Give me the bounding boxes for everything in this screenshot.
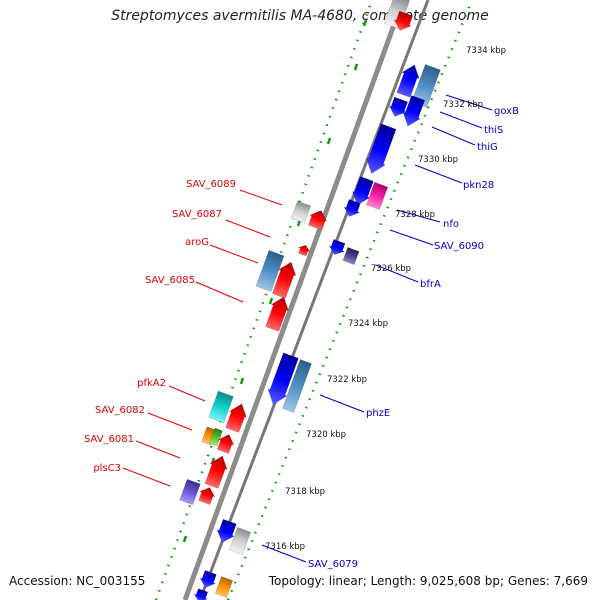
gene-pkn28-b[interactable] — [349, 176, 375, 208]
kbp-ticks: 7316 kbp 7318 kbp 7320 kbp 7322 kbp 7324… — [265, 46, 506, 552]
genes-label: Genes: — [507, 574, 550, 588]
genome-stats: Topology: linear; Length: 9,025,608 bp; … — [268, 574, 588, 588]
ruler-dashes — [182, 19, 368, 543]
gene-plsc3-b[interactable] — [197, 485, 218, 506]
tick-label: 7316 kbp — [265, 542, 305, 552]
reverse-gene-labels: goxB thiS thiG pkn28 nfo SAV_6090 bfrA p… — [308, 106, 519, 570]
gene-label-sav6082: SAV_6082 — [95, 405, 145, 416]
gene-top-red[interactable] — [391, 10, 414, 33]
gene-label-arog: aroG — [185, 237, 209, 248]
gene-top-gray[interactable] — [384, 0, 410, 30]
genome-backbone — [182, 0, 406, 600]
outer-ruler-line — [154, 0, 374, 600]
gene-label-goxb: goxB — [494, 106, 519, 117]
gene-sav6081[interactable] — [215, 432, 236, 454]
tick-label: 7322 kbp — [327, 375, 367, 385]
gene-thig[interactable] — [399, 95, 426, 129]
gene-label-sav6089: SAV_6089 — [186, 179, 236, 190]
tick-label: 7326 kbp — [371, 264, 411, 274]
gene-sav6087[interactable] — [306, 207, 329, 231]
topology-value: linear — [328, 574, 363, 588]
gene-sav6089[interactable] — [291, 200, 311, 224]
length-label: Length: — [370, 574, 417, 588]
tick-label: 7330 kbp — [418, 155, 458, 165]
genome-backbone-inner — [198, 0, 430, 600]
gene-this[interactable] — [386, 96, 409, 119]
accession-value: NC_003155 — [76, 574, 146, 588]
gene-arog-b[interactable] — [270, 259, 299, 299]
gene-label-plsc3: plsC3 — [93, 463, 121, 474]
gene-sav6090[interactable] — [327, 239, 347, 258]
accession-info: Accession: NC_003155 — [9, 574, 145, 588]
gene-label-pkn28: pkn28 — [463, 180, 494, 191]
gene-label-phze: phzE — [366, 408, 390, 419]
gene-bottom-blue-b[interactable] — [192, 588, 209, 600]
gene-label-this: thiS — [484, 125, 503, 136]
tick-label: 7328 kbp — [395, 210, 435, 220]
gene-label-pfka2: pfkA2 — [137, 378, 166, 389]
gene-phze[interactable] — [264, 352, 301, 408]
tick-label: 7332 kbp — [443, 100, 483, 110]
gene-label-nfo: nfo — [443, 219, 459, 230]
gene-pkn28[interactable] — [362, 123, 398, 177]
gene-bfra[interactable] — [342, 247, 360, 265]
gene-sav6082-b[interactable] — [209, 427, 223, 447]
gene-arog-small[interactable] — [297, 243, 312, 257]
length-value: 9,025,608 bp — [419, 574, 500, 588]
tick-label: 7320 kbp — [306, 430, 346, 440]
gene-nfo[interactable] — [365, 182, 389, 210]
tick-label: 7318 kbp — [285, 487, 325, 497]
gene-sav6081-b[interactable] — [203, 453, 231, 489]
gene-plsc3[interactable] — [179, 478, 201, 506]
gene-label-thig: thiG — [477, 142, 498, 153]
gene-label-bfra: bfrA — [420, 279, 441, 290]
gene-bottom-blue[interactable] — [198, 570, 219, 591]
gene-pfka2[interactable] — [208, 390, 234, 424]
gene-track — [179, 0, 441, 600]
gene-label-sav6087: SAV_6087 — [172, 209, 222, 220]
gene-nfo-b[interactable] — [342, 199, 363, 220]
gene-phze-steel[interactable] — [282, 359, 312, 413]
forward-gene-labels: SAV_6089 SAV_6087 aroG SAV_6085 pfkA2 SA… — [84, 179, 236, 474]
gene-label-sav6081: SAV_6081 — [84, 434, 134, 445]
gene-arog[interactable] — [255, 250, 285, 292]
gene-sav6079-a[interactable] — [214, 518, 238, 546]
gene-bottom-orange[interactable] — [214, 576, 234, 598]
inner-ruler-line — [226, 0, 474, 600]
gene-label-sav6090: SAV_6090 — [434, 241, 484, 252]
gene-sav6079[interactable] — [228, 527, 252, 555]
tick-label: 7334 kbp — [466, 46, 506, 56]
topology-label: Topology: — [268, 574, 325, 588]
gene-label-sav6079: SAV_6079 — [308, 559, 358, 570]
gene-pfka2-b[interactable] — [224, 401, 250, 433]
gene-label-sav6085: SAV_6085 — [145, 275, 195, 286]
forward-connectors — [122, 189, 283, 487]
gene-goxb[interactable] — [395, 62, 423, 98]
accession-label: Accession: — [9, 574, 73, 588]
genes-value: 7,669 — [553, 574, 588, 588]
tick-label: 7324 kbp — [348, 319, 388, 329]
gene-sav6085[interactable] — [264, 294, 293, 332]
reverse-connectors — [261, 94, 493, 563]
